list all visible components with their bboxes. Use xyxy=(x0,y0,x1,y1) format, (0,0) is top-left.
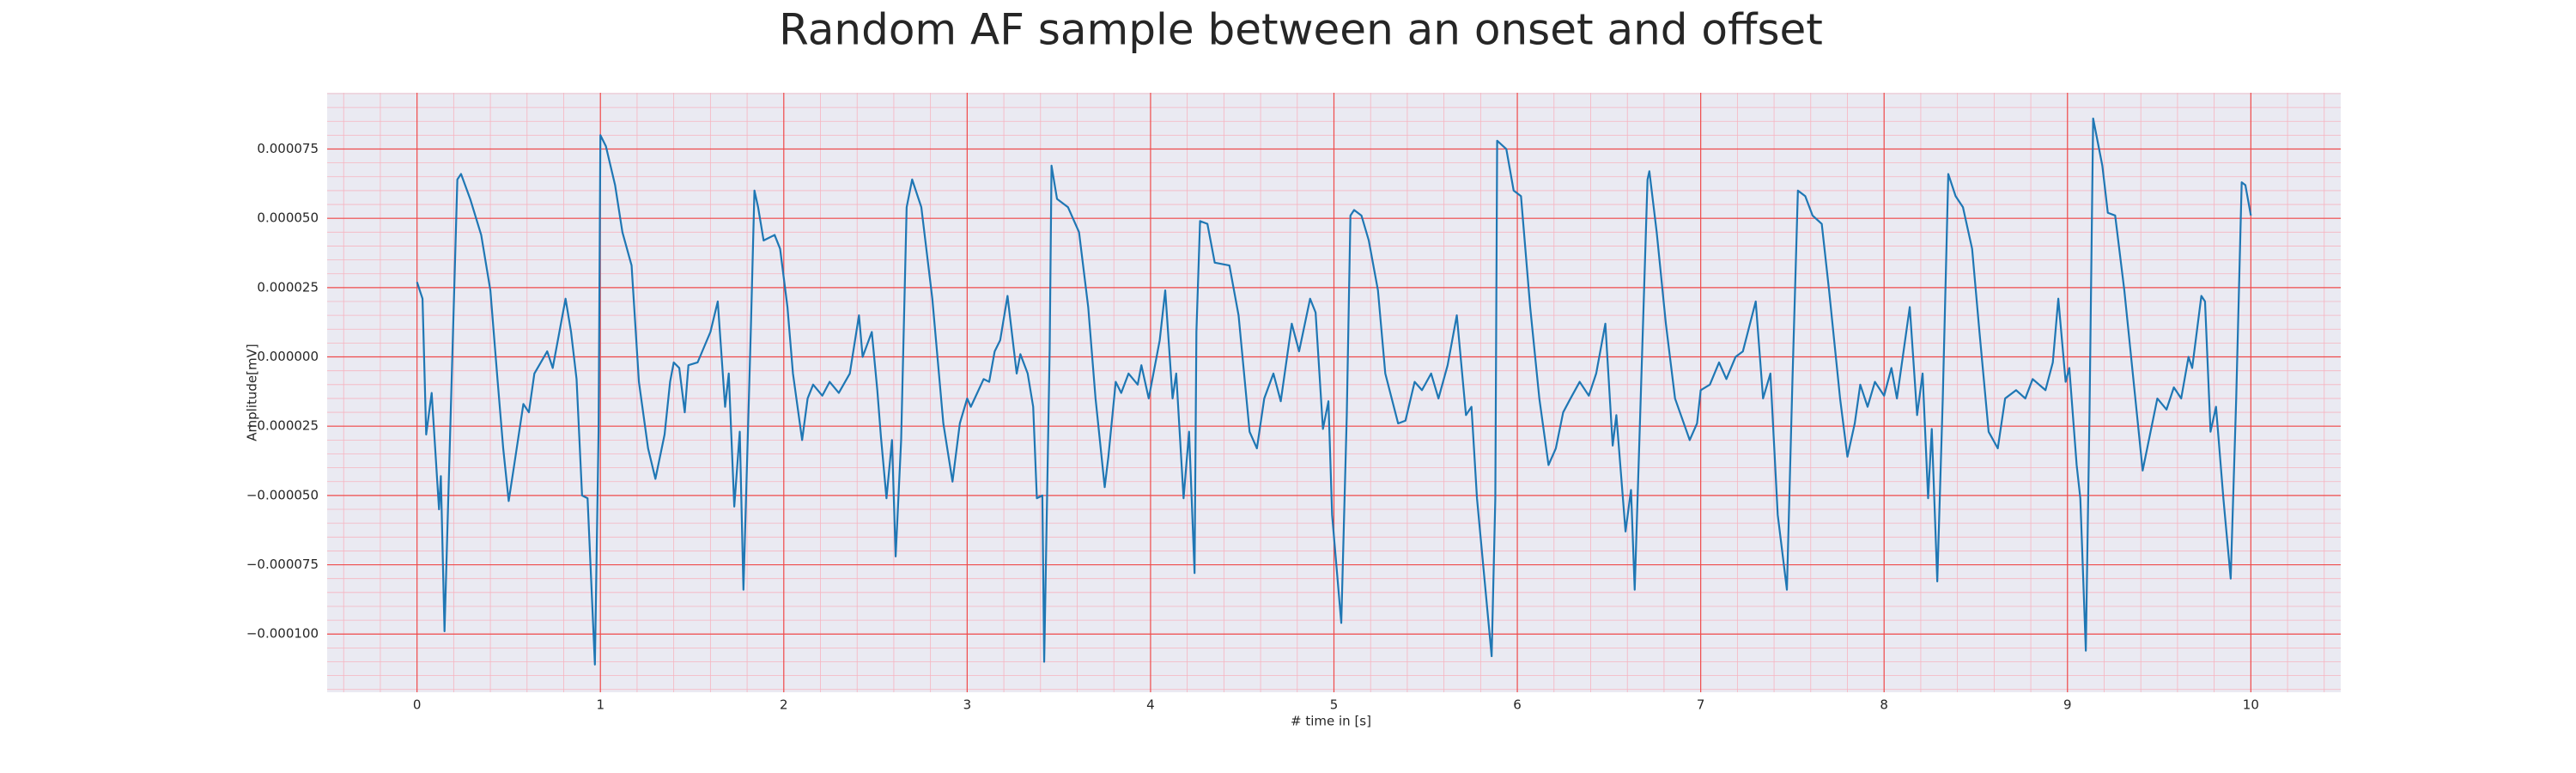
x-tick-label: 2 xyxy=(780,697,788,713)
y-tick-label: 0.000050 xyxy=(257,210,319,226)
chart-title: Random AF sample between an onset and of… xyxy=(779,5,1823,55)
x-tick-label: 10 xyxy=(2243,697,2259,713)
x-tick-label: 4 xyxy=(1146,697,1155,713)
x-tick-label: 5 xyxy=(1330,697,1339,713)
x-axis-label: # time in [s] xyxy=(1291,714,1371,729)
y-tick-label: −0.000050 xyxy=(246,487,319,502)
x-tick-label: 9 xyxy=(2063,697,2072,713)
x-tick-label: 0 xyxy=(413,697,422,713)
x-tick-label: 1 xyxy=(596,697,605,713)
y-tick-label: −0.000075 xyxy=(246,557,319,572)
signal-line xyxy=(416,117,2252,666)
y-axis-label: Amplitude[mV] xyxy=(245,344,260,441)
y-tick-label: −0.000025 xyxy=(246,418,319,434)
x-tick-label: 6 xyxy=(1513,697,1522,713)
y-tick-label: 0.000025 xyxy=(257,279,319,295)
y-tick-label: −0.000100 xyxy=(246,626,319,642)
x-tick-label: 3 xyxy=(963,697,972,713)
y-tick-label: 0.000075 xyxy=(257,141,319,156)
x-tick-label: 8 xyxy=(1880,697,1888,713)
y-tick-label: 0.000000 xyxy=(257,349,319,364)
x-tick-label: 7 xyxy=(1697,697,1705,713)
